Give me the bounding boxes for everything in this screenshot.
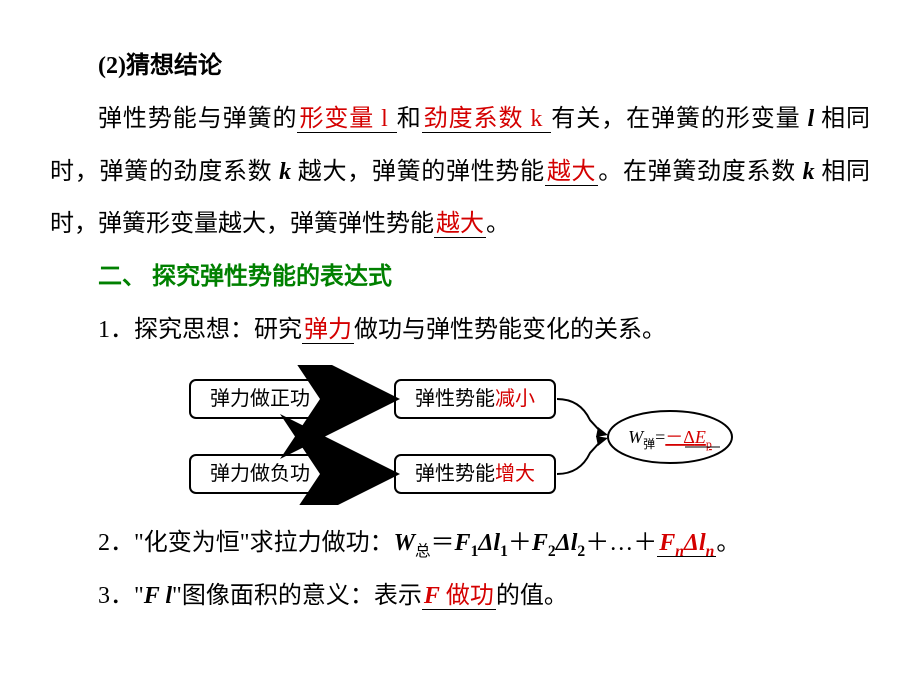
- text: 2．"化变为恒"求拉力做功：: [98, 530, 394, 556]
- blank-f-work: F 做功: [422, 583, 496, 610]
- text: 1．探究思想：研究: [98, 317, 302, 343]
- text: 。: [716, 530, 740, 556]
- text: 。在弹簧劲度系数: [598, 159, 802, 185]
- text: "图像面积的意义：表示: [172, 583, 422, 609]
- text: 3．": [98, 583, 144, 609]
- paragraph-conjecture: 弹性势能与弹簧的形变量 l 和劲度系数 k 有关，在弹簧的形变量 l 相同时，弹…: [50, 93, 870, 251]
- var-k: k: [803, 159, 815, 185]
- blank-stiffness: 劲度系数 k: [422, 106, 552, 133]
- blank-elastic-force: 弹力: [302, 317, 354, 344]
- item-1: 1．探究思想：研究弹力做功与弹性势能变化的关系。: [98, 304, 870, 357]
- blank-deformation: 形变量 l: [297, 106, 396, 133]
- svg-text:弹力做正功: 弹力做正功: [210, 387, 310, 410]
- var-F: F: [144, 583, 166, 609]
- text: 和: [397, 106, 422, 132]
- flow-svg: 弹力做正功 弹性势能减小 弹力做负功 弹性势能增大 W弹=－ΔEp: [180, 365, 740, 505]
- svg-text:弹性势能增大: 弹性势能增大: [415, 462, 535, 485]
- svg-text:弹力做负功: 弹力做负功: [210, 462, 310, 485]
- diagram-flow: 弹力做正功 弹性势能减小 弹力做负功 弹性势能增大 W弹=－ΔEp: [50, 365, 870, 505]
- section-heading-2: 二、 探究弹性势能的表达式: [98, 251, 870, 304]
- var-k: k: [279, 159, 291, 185]
- text: 的值。: [496, 583, 568, 609]
- text: 。: [486, 211, 510, 237]
- formula-work: W总＝F1Δl1＋F2Δl2＋…＋FnΔln: [394, 530, 717, 556]
- svg-text:弹性势能减小: 弹性势能减小: [415, 387, 535, 410]
- text: 有关，在弹簧的形变量: [551, 106, 807, 132]
- blank-larger-1: 越大: [545, 159, 598, 186]
- blank-larger-2: 越大: [434, 211, 486, 238]
- text: 做功与弹性势能变化的关系。: [354, 317, 666, 343]
- item-2: 2．"化变为恒"求拉力做功：W总＝F1Δl1＋F2Δl2＋…＋FnΔln。: [98, 517, 870, 570]
- text: 弹性势能与弹簧的: [98, 106, 297, 132]
- blank-fn-dln: FnΔln: [657, 530, 716, 557]
- item-3: 3．"F l"图像面积的意义：表示F 做功的值。: [98, 570, 870, 623]
- heading-2: (2)猜想结论: [50, 40, 870, 93]
- text: 越大，弹簧的弹性势能: [291, 159, 545, 185]
